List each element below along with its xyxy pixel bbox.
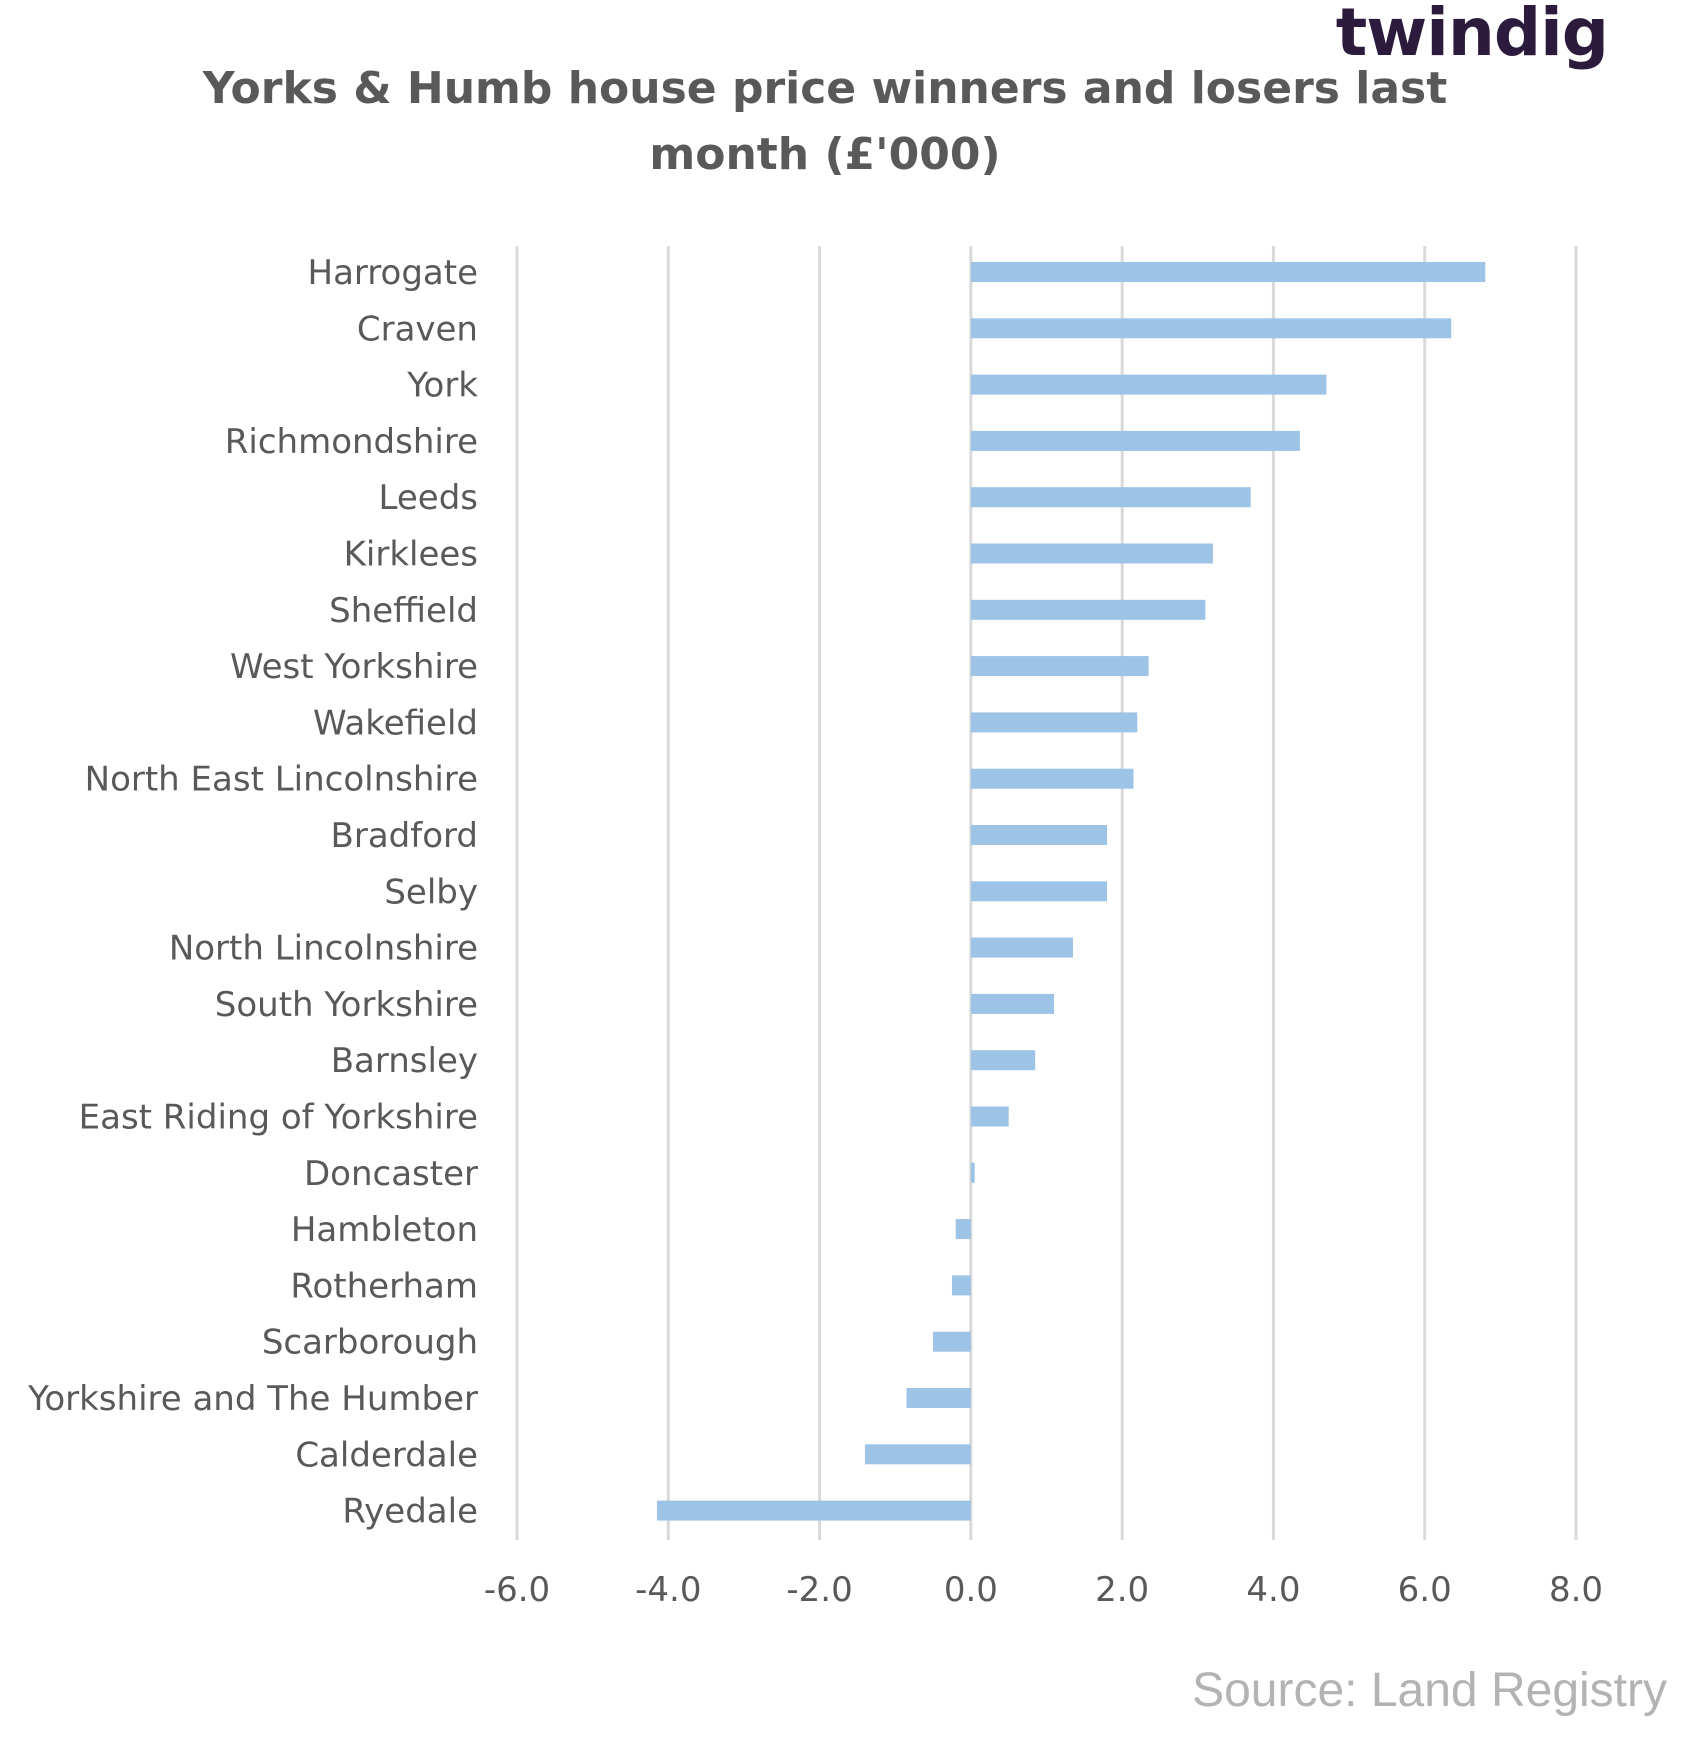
x-tick-label: -2.0 — [786, 1570, 852, 1610]
twindig-logo: twindig — [1335, 0, 1609, 71]
bar — [955, 1219, 971, 1240]
category-label: Kirklees — [344, 535, 478, 575]
bar — [970, 430, 1300, 451]
category-label: Hambleton — [291, 1210, 478, 1250]
category-label: Leeds — [379, 478, 478, 518]
category-label: Bradford — [331, 816, 478, 856]
category-label: Yorkshire and The Humber — [27, 1379, 478, 1419]
category-label: North East Lincolnshire — [85, 760, 478, 800]
bar — [656, 1500, 971, 1521]
bars — [656, 262, 1486, 1521]
category-labels: Harrogate Craven York Richmondshire Leeds Kir… — [27, 253, 478, 1532]
bar — [951, 1275, 971, 1296]
x-tick-label: 6.0 — [1398, 1570, 1452, 1610]
bar — [933, 1331, 971, 1352]
x-tick-label: -6.0 — [484, 1570, 550, 1610]
bar — [970, 712, 1138, 733]
bar — [970, 374, 1327, 395]
x-tick-label: -4.0 — [635, 1570, 701, 1610]
category-label: Harrogate — [308, 253, 478, 293]
bar — [970, 262, 1486, 282]
category-label: South Yorkshire — [215, 985, 478, 1025]
category-label: Barnsley — [331, 1041, 478, 1081]
x-tick-label: 0.0 — [944, 1570, 998, 1610]
bar — [970, 768, 1134, 789]
bar — [970, 825, 1108, 845]
bar — [970, 656, 1149, 677]
category-label: Richmondshire — [225, 422, 478, 462]
category-label: Scarborough — [262, 1323, 478, 1363]
x-tick-labels: -6.0 -4.0 -2.0 0.0 2.0 4.0 6.0 8.0 — [484, 1570, 1603, 1610]
bar — [970, 881, 1108, 902]
category-label: West Yorkshire — [230, 647, 478, 687]
x-tick-label: 4.0 — [1246, 1570, 1300, 1610]
bar — [970, 1050, 1036, 1071]
category-label: Calderdale — [295, 1435, 478, 1475]
x-tick-label: 2.0 — [1095, 1570, 1149, 1610]
bar — [970, 1106, 1009, 1127]
category-label: Ryedale — [342, 1492, 478, 1532]
bar — [970, 1162, 975, 1183]
bar — [970, 318, 1452, 339]
category-label: Sheffield — [329, 591, 478, 631]
category-label: East Riding of Yorkshire — [79, 1098, 478, 1138]
bar — [906, 1388, 971, 1408]
chart-title: Yorks & Humb house price winners and los… — [202, 63, 1448, 180]
category-label: Selby — [384, 872, 478, 912]
bar — [970, 543, 1213, 564]
bar — [970, 993, 1055, 1014]
category-label: Doncaster — [304, 1154, 478, 1194]
category-label: North Lincolnshire — [169, 929, 478, 969]
bar — [864, 1444, 971, 1465]
bar — [970, 487, 1251, 508]
x-tick-label: 8.0 — [1549, 1570, 1603, 1610]
bar — [970, 937, 1073, 958]
category-label: York — [406, 366, 478, 406]
category-label: Craven — [357, 309, 478, 349]
source-note: Source: Land Registry — [1192, 1664, 1667, 1717]
bar — [970, 599, 1206, 620]
category-label: Rotherham — [290, 1266, 478, 1306]
category-label: Wakefield — [313, 703, 478, 743]
